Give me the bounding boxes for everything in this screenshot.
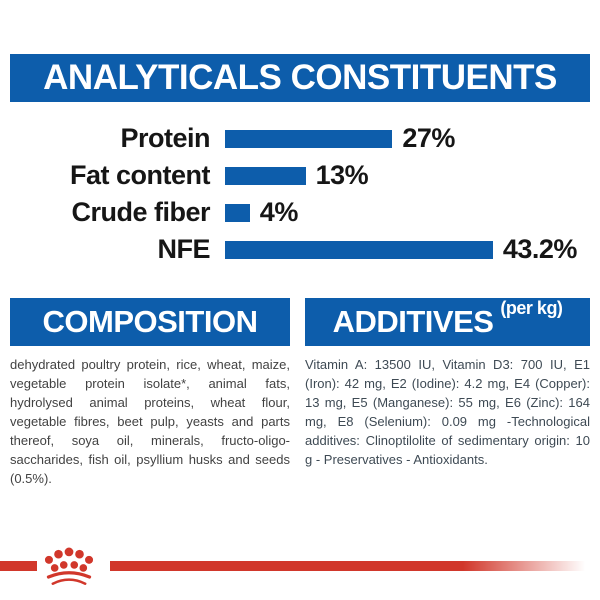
bar-label: NFE: [157, 234, 211, 264]
bar: [225, 129, 393, 148]
additives-heading: ADDITIVES: [332, 304, 494, 339]
bar-value: 43.2%: [502, 234, 578, 264]
composition-section: COMPOSITION dehydrated poultry protein, …: [10, 298, 290, 488]
additives-section: ADDITIVES (per kg) Vitamin A: 13500 IU, …: [305, 298, 590, 469]
bar-label: Fat content: [70, 160, 211, 190]
chart-row: Protein 27%: [0, 120, 600, 157]
royal-canin-crown-icon: [44, 547, 94, 585]
footer-red-line-left: [0, 561, 37, 571]
bar-value: 27%: [402, 123, 455, 153]
chart-row: Crude fiber 4%: [0, 194, 600, 231]
additives-body: Vitamin A: 13500 IU, Vitamin D3: 700 IU,…: [305, 357, 590, 467]
footer-red-line-right: [110, 561, 600, 571]
bar-label: Protein: [120, 123, 210, 153]
composition-header: COMPOSITION: [10, 298, 290, 346]
bar-label: Crude fiber: [71, 197, 210, 227]
analyticals-title: ANALYTICALS CONSTITUENTS: [43, 58, 557, 97]
additives-header: ADDITIVES (per kg): [305, 298, 590, 346]
bar-chart: Protein 27% Fat content 13% Crude fiber 4% NFE…: [0, 120, 600, 268]
analyticals-title-bar: ANALYTICALS CONSTITUENTS: [10, 54, 590, 102]
composition-heading: COMPOSITION: [42, 304, 258, 339]
bar-value: 13%: [315, 160, 369, 190]
bar: [225, 240, 493, 259]
bar-value: 4%: [259, 197, 299, 227]
bar: [225, 166, 306, 185]
composition-body: dehydrated poultry protein, rice, wheat,…: [10, 357, 290, 486]
chart-row: NFE 43.2%: [0, 231, 600, 268]
additives-heading-suffix: (per kg): [500, 298, 563, 318]
bar: [225, 203, 250, 222]
chart-row: Fat content 13%: [0, 157, 600, 194]
